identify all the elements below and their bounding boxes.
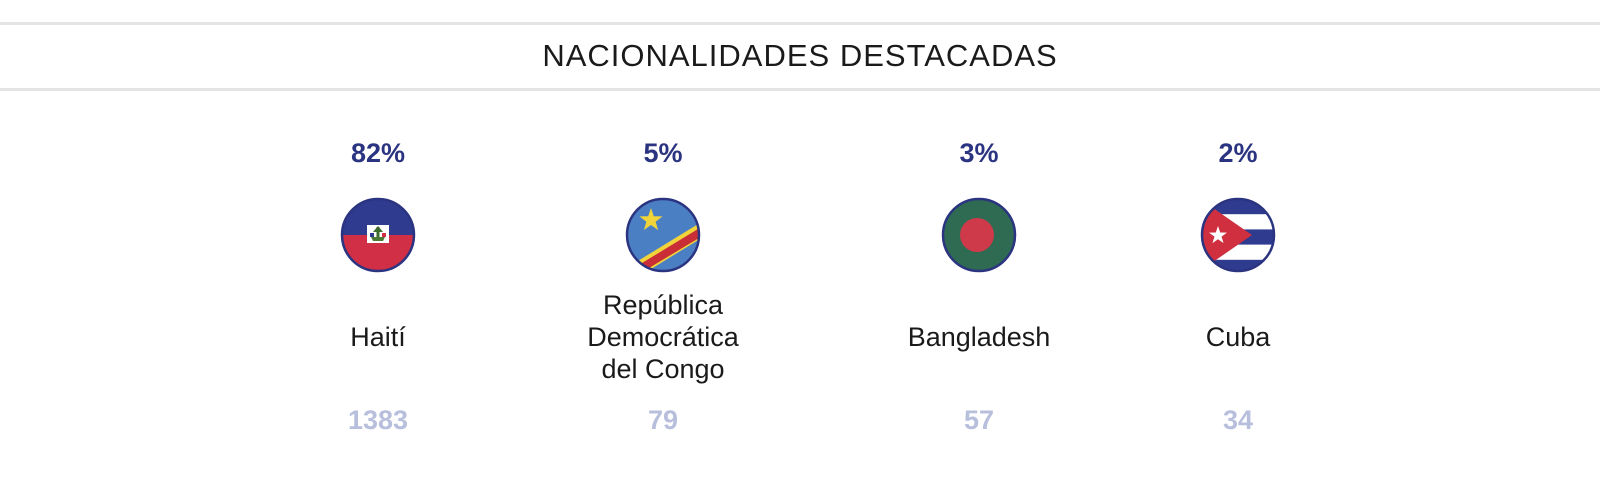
haiti-flag-icon	[340, 197, 416, 273]
nationality-dr-congo: 5% República Democrática del Congo 79	[543, 130, 783, 460]
nationality-percent: 3%	[959, 138, 999, 168]
nationality-percent: 82%	[350, 138, 406, 168]
nationality-count: 79	[647, 405, 679, 435]
top-divider	[0, 22, 1600, 25]
nationality-name: Cuba	[1205, 322, 1271, 352]
bangladesh-flag-icon	[941, 197, 1017, 273]
nationality-count: 1383	[347, 405, 409, 435]
section-title: NACIONALIDADES DESTACADAS	[542, 38, 1058, 73]
nationality-name: Haití	[350, 322, 406, 352]
nationality-percent: 2%	[1218, 138, 1258, 168]
nationality-name: República Democrática del Congo	[587, 290, 739, 384]
nationality-count: 34	[1222, 405, 1254, 435]
cuba-flag-icon	[1200, 197, 1276, 273]
title-divider	[0, 88, 1600, 91]
nationality-percent: 5%	[643, 138, 683, 168]
nationality-name: Bangladesh	[907, 322, 1051, 352]
dr-congo-flag-icon	[625, 197, 701, 273]
nationality-haiti: 82% Haití 1383	[258, 130, 498, 460]
nationality-cuba: 2% Cuba 34	[1118, 130, 1358, 460]
nationality-bangladesh: 3% Bangladesh 57	[859, 130, 1099, 460]
nationality-count: 57	[963, 405, 995, 435]
